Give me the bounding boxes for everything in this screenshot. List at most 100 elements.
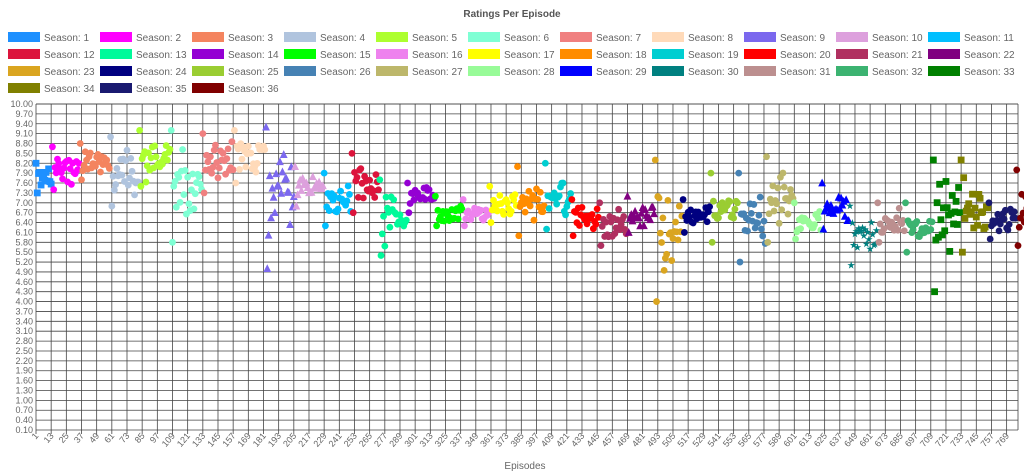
data-point[interactable]	[136, 126, 144, 134]
data-point[interactable]	[555, 192, 563, 200]
data-point[interactable]	[378, 230, 386, 238]
data-point[interactable]	[343, 197, 351, 205]
data-point[interactable]	[858, 223, 867, 231]
data-point[interactable]	[223, 155, 231, 163]
data-point[interactable]	[928, 218, 936, 226]
legend-swatch[interactable]	[468, 49, 500, 59]
legend-swatch[interactable]	[468, 32, 500, 42]
data-point[interactable]	[176, 198, 184, 206]
data-point[interactable]	[780, 183, 788, 191]
data-point[interactable]	[110, 186, 118, 194]
data-point[interactable]	[169, 238, 176, 246]
data-point[interactable]	[462, 215, 470, 223]
data-point[interactable]	[985, 199, 993, 207]
data-point[interactable]	[819, 224, 828, 233]
data-point[interactable]	[929, 156, 937, 164]
data-point[interactable]	[902, 199, 909, 207]
data-point[interactable]	[863, 228, 872, 236]
data-point[interactable]	[493, 207, 501, 215]
data-point[interactable]	[948, 192, 956, 199]
legend-swatch[interactable]	[192, 32, 224, 42]
data-point[interactable]	[461, 222, 468, 230]
data-point[interactable]	[842, 195, 851, 204]
data-point[interactable]	[32, 159, 40, 167]
data-point[interactable]	[871, 240, 879, 248]
legend-swatch[interactable]	[928, 32, 960, 42]
data-point[interactable]	[112, 181, 120, 188]
data-point[interactable]	[108, 202, 116, 210]
data-point[interactable]	[790, 199, 798, 207]
data-point[interactable]	[708, 238, 716, 246]
data-point[interactable]	[937, 216, 945, 224]
data-point[interactable]	[655, 194, 663, 202]
legend-label[interactable]: Season: 6	[504, 33, 549, 44]
data-point[interactable]	[1014, 242, 1022, 249]
data-point[interactable]	[1010, 208, 1018, 216]
data-point[interactable]	[900, 227, 908, 235]
data-point[interactable]	[118, 171, 126, 179]
data-point[interactable]	[624, 228, 633, 236]
data-point[interactable]	[127, 155, 135, 162]
data-point[interactable]	[180, 191, 188, 199]
data-point[interactable]	[238, 155, 246, 163]
data-point[interactable]	[272, 169, 281, 178]
data-point[interactable]	[578, 203, 586, 211]
data-point[interactable]	[209, 163, 217, 171]
data-point[interactable]	[774, 184, 782, 192]
legend-swatch[interactable]	[8, 32, 40, 42]
data-point[interactable]	[730, 214, 738, 222]
data-point[interactable]	[504, 199, 511, 207]
data-point[interactable]	[74, 166, 82, 174]
data-point[interactable]	[970, 224, 978, 232]
data-point[interactable]	[45, 165, 53, 173]
data-point[interactable]	[943, 204, 951, 212]
data-point[interactable]	[855, 224, 863, 232]
data-point[interactable]	[433, 222, 441, 230]
data-point[interactable]	[267, 213, 275, 222]
data-point[interactable]	[349, 209, 357, 217]
data-point[interactable]	[278, 167, 287, 176]
data-point[interactable]	[872, 226, 881, 234]
data-point[interactable]	[849, 241, 858, 249]
data-point[interactable]	[252, 168, 260, 176]
data-point[interactable]	[981, 223, 989, 231]
data-point[interactable]	[351, 168, 358, 176]
data-point[interactable]	[268, 183, 277, 192]
data-point[interactable]	[631, 206, 639, 215]
data-point[interactable]	[779, 169, 787, 177]
data-point[interactable]	[167, 126, 175, 134]
data-point[interactable]	[759, 232, 767, 240]
data-point[interactable]	[867, 218, 876, 226]
data-point[interactable]	[744, 227, 751, 235]
data-point[interactable]	[175, 173, 183, 181]
data-point[interactable]	[78, 176, 85, 184]
data-point[interactable]	[940, 204, 947, 212]
data-point[interactable]	[189, 170, 197, 178]
data-point[interactable]	[320, 169, 328, 177]
legend-swatch[interactable]	[100, 66, 132, 76]
data-point[interactable]	[663, 250, 671, 258]
legend-label[interactable]: Season: 13	[136, 50, 187, 61]
legend-swatch[interactable]	[192, 83, 224, 93]
data-point[interactable]	[961, 215, 969, 222]
data-point[interactable]	[931, 288, 938, 296]
data-point[interactable]	[758, 225, 765, 233]
legend-label[interactable]: Season: 34	[44, 84, 95, 95]
data-point[interactable]	[286, 220, 294, 229]
data-point[interactable]	[927, 226, 935, 233]
legend-label[interactable]: Season: 18	[596, 50, 647, 61]
data-point[interactable]	[583, 220, 591, 228]
data-point[interactable]	[596, 199, 604, 207]
data-point[interactable]	[486, 182, 494, 190]
legend-label[interactable]: Season: 29	[596, 67, 647, 78]
data-point[interactable]	[894, 226, 902, 234]
legend-label[interactable]: Season: 33	[964, 67, 1015, 78]
data-point[interactable]	[848, 219, 857, 227]
data-point[interactable]	[950, 220, 957, 228]
data-point[interactable]	[969, 190, 976, 198]
data-point[interactable]	[346, 191, 353, 198]
data-point[interactable]	[942, 178, 950, 185]
legend-swatch[interactable]	[100, 32, 132, 42]
legend-label[interactable]: Season: 16	[412, 50, 463, 61]
legend-swatch[interactable]	[836, 32, 868, 42]
